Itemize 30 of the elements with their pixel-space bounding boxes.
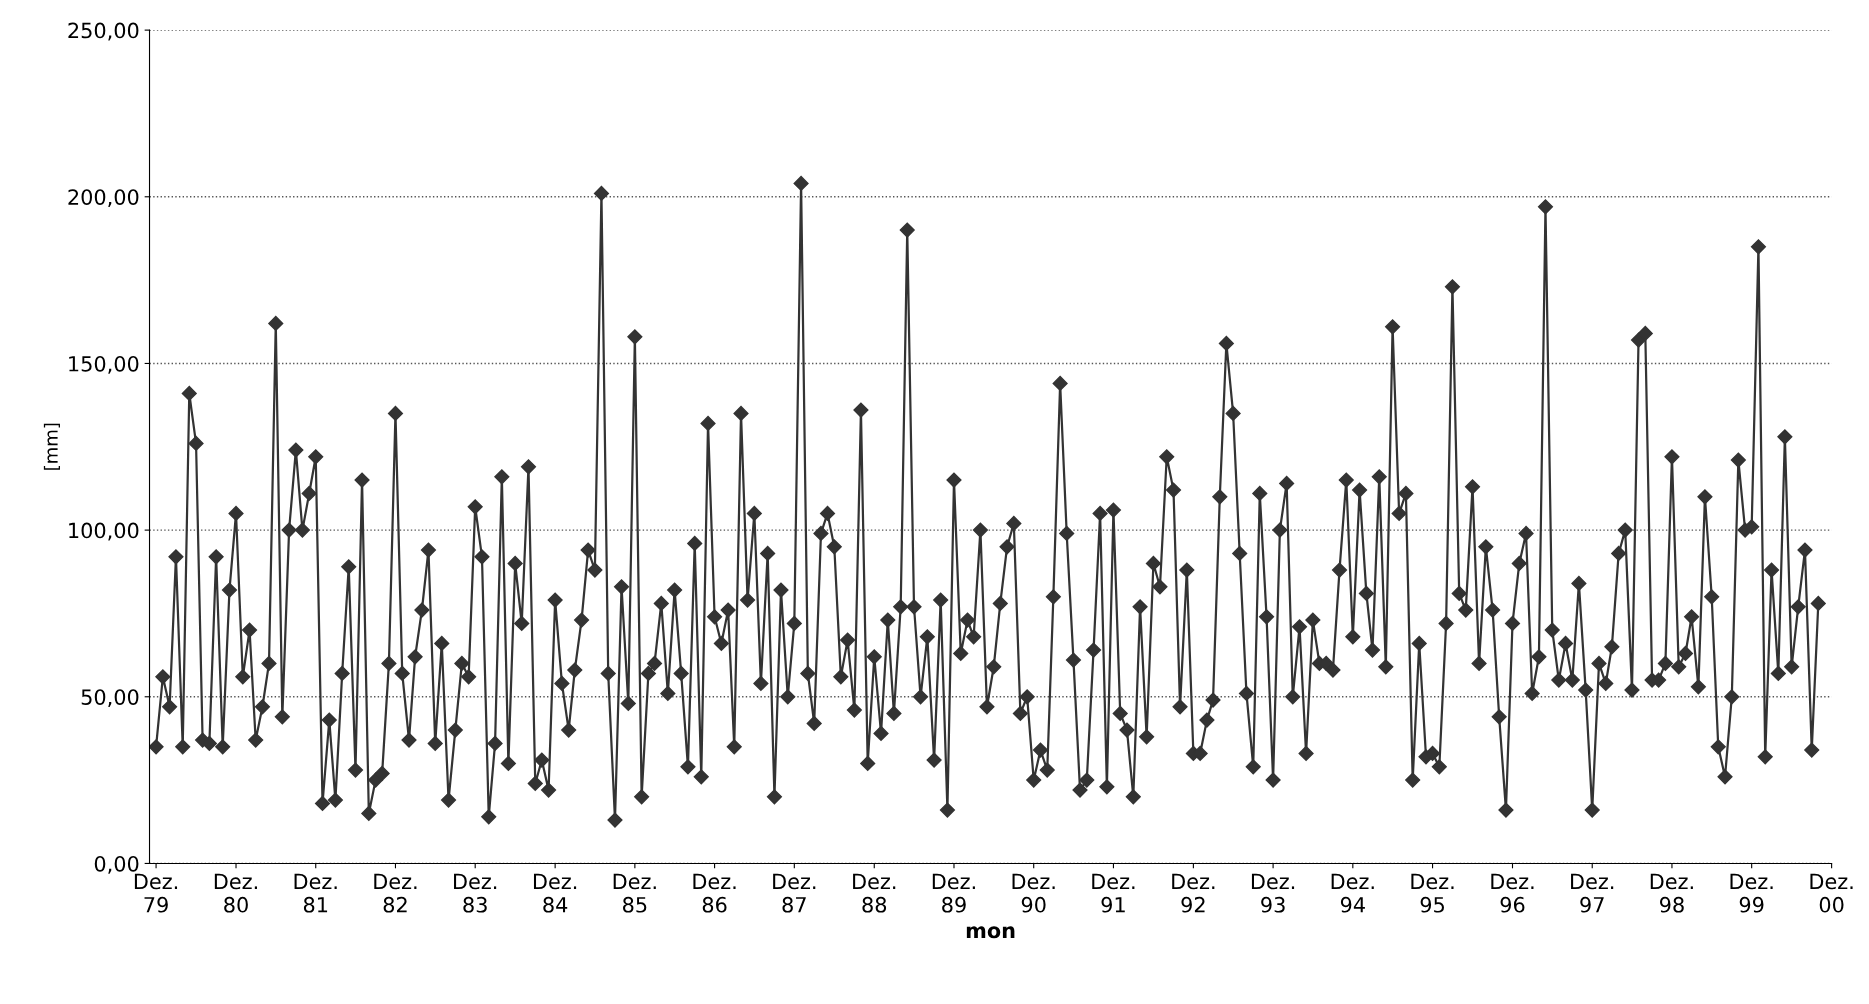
- x-tick-label: Dez. 92: [1172, 873, 1215, 913]
- y-tick-label: 0,00: [94, 855, 139, 874]
- x-tick-label: Dez. 88: [853, 873, 896, 913]
- x-tick-label: Dez. 95: [1411, 873, 1454, 913]
- x-tick-label: Dez. 00: [1810, 873, 1853, 913]
- y-tick-label: 250,00: [68, 22, 139, 41]
- x-tick-label: Dez. 80: [214, 873, 257, 913]
- x-tick-label: Dez. 97: [1571, 873, 1614, 913]
- y-tick-label: 100,00: [69, 522, 139, 541]
- x-tick-label: Dez. 86: [693, 873, 736, 913]
- y-tick-label: 150,00: [69, 355, 139, 374]
- x-tick-label: Dez. 90: [1012, 873, 1055, 913]
- x-tick-label: Dez. 84: [533, 873, 577, 913]
- x-tick-label: Dez. 87: [773, 873, 816, 913]
- x-tick-label: Dez. 94: [1331, 873, 1374, 913]
- x-tick-label: Dez. 96: [1491, 873, 1534, 913]
- x-axis-title: mon: [966, 926, 1015, 939]
- x-tick-label: Dez. 83: [454, 873, 497, 913]
- x-tick-label: Dez. 91: [1092, 873, 1135, 913]
- x-tick-label: Dez. 89: [932, 873, 975, 913]
- x-tick-label: Dez. 79: [134, 873, 178, 913]
- x-tick-label: Dez. 85: [613, 873, 656, 913]
- y-tick-label: 200,00: [68, 189, 139, 208]
- y-axis-title: [mm]: [43, 423, 60, 470]
- x-tick-label: Dez. 82: [374, 873, 417, 913]
- y-tick-label: 50,00: [81, 689, 139, 708]
- x-tick-label: Dez. 81: [294, 873, 337, 913]
- x-tick-label: Dez. 93: [1251, 873, 1295, 913]
- x-tick-label: Dez. 98: [1650, 873, 1693, 913]
- x-tick-label: Dez. 99: [1730, 873, 1773, 913]
